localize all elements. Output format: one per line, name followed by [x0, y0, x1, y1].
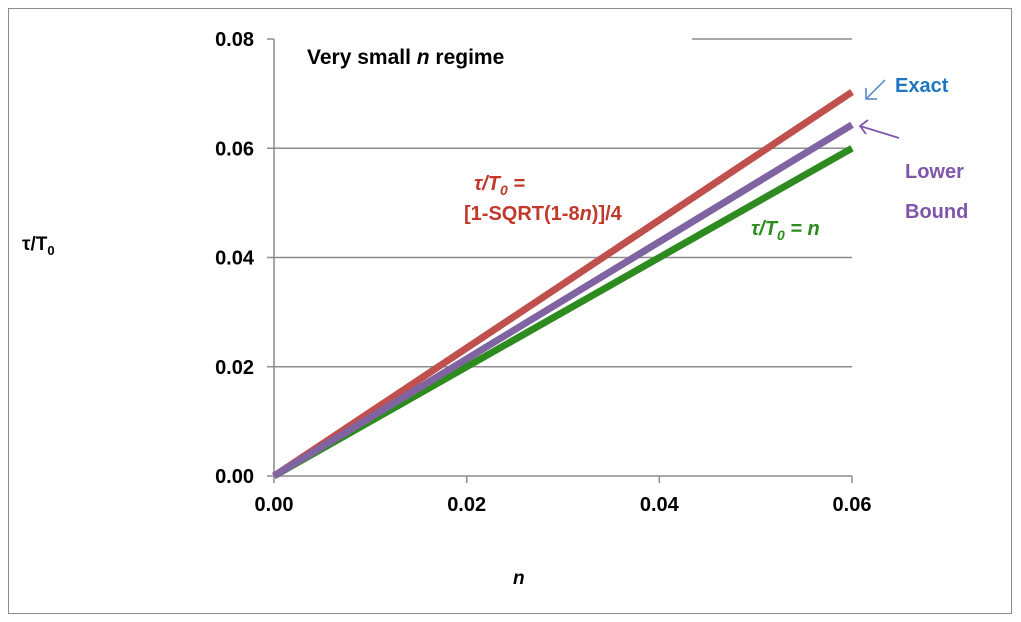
exact-arrow: [865, 79, 886, 100]
x-tick-label: 0.06: [833, 494, 872, 516]
y-tick-label: 0.02: [215, 357, 254, 379]
x-tick-label: 0.04: [640, 494, 680, 516]
tick-labels: 0.00 0.02 0.04 0.06 0.08 0.00 0.02 0.04 0.06: [215, 29, 871, 516]
formula-n-label: τ/T0 = n: [751, 218, 820, 243]
series-lower-bound: [272, 121, 854, 479]
x-tick-label: 0.02: [447, 494, 486, 516]
series-lines: [272, 89, 854, 480]
y-tick-label: 0.08: [215, 29, 254, 51]
lower-bound-label-line1: Lower: [905, 161, 964, 183]
lower-bound-label-line2: Bound: [905, 201, 968, 223]
y-tick-label: 0.06: [215, 138, 254, 160]
formula-exact-line2: [1-SQRT(1-8n)]/4: [464, 203, 623, 225]
series-exact: [272, 89, 854, 479]
chart-frame: [8, 8, 1012, 614]
lower-bound-arrow-head: [858, 119, 869, 135]
formula-exact-line1: τ/T0 =: [474, 173, 525, 198]
exact-label: Exact: [895, 75, 949, 97]
exact-arrow-head: [865, 88, 877, 100]
x-tick-label: 0.00: [255, 494, 294, 516]
y-axis-label: τ/T0: [22, 234, 55, 258]
axes: [267, 38, 853, 483]
chart-title: Very small n regime: [307, 46, 504, 69]
lower-bound-arrow: [859, 125, 900, 139]
x-axis-label: n: [513, 568, 525, 589]
grid-lines: [274, 38, 852, 368]
y-tick-label: 0.04: [215, 248, 255, 270]
y-tick-label: 0.00: [215, 466, 254, 488]
